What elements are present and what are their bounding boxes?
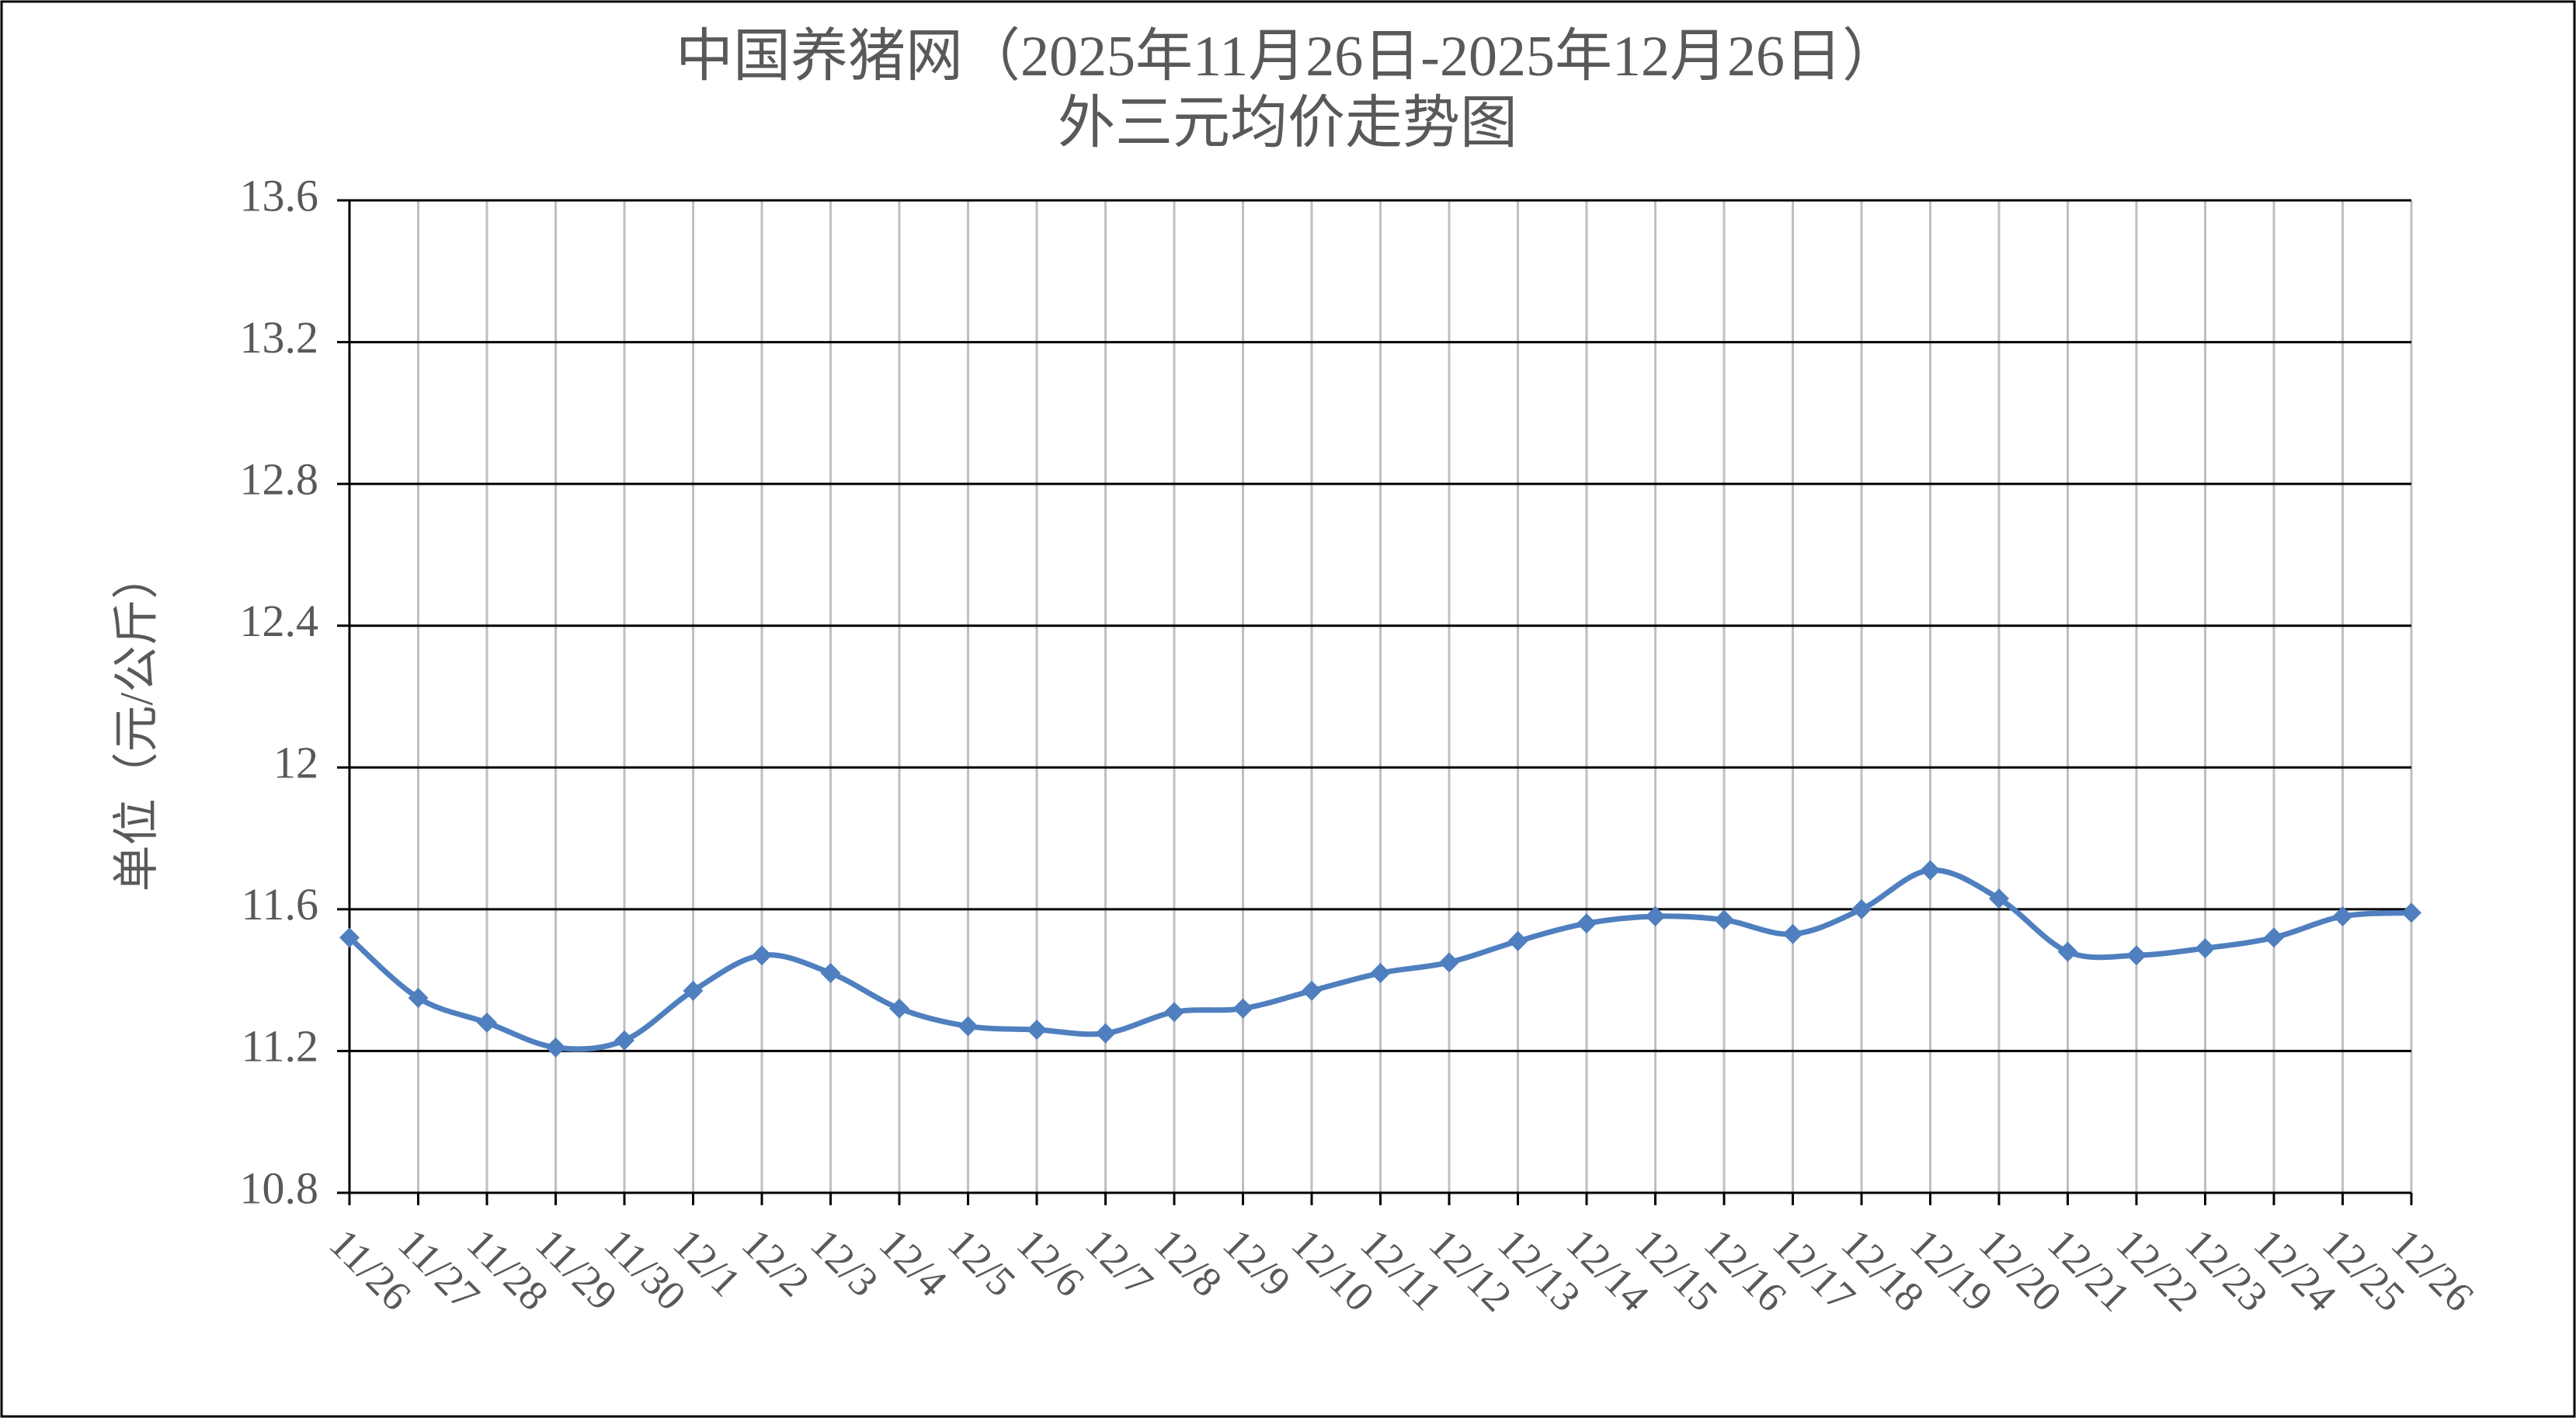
marker: [889, 998, 909, 1019]
marker: [614, 1030, 634, 1051]
y-tick-label: 10.8: [240, 1163, 319, 1213]
marker: [1645, 905, 1666, 926]
marker: [1370, 963, 1391, 984]
marker: [2401, 902, 2421, 923]
marker: [1577, 913, 1597, 934]
marker: [2332, 905, 2353, 926]
marker: [339, 927, 360, 948]
marker: [1851, 898, 1872, 919]
marker: [1714, 909, 1734, 930]
y-tick-label: 12.8: [240, 454, 319, 504]
y-tick-label: 11.2: [242, 1021, 318, 1072]
marker: [2057, 941, 2078, 962]
y-axis-label: 单位（元/公斤）: [111, 553, 162, 892]
marker: [1164, 1002, 1184, 1023]
marker: [1507, 930, 1528, 951]
marker: [1302, 980, 1322, 1001]
y-tick-label: 13.6: [240, 170, 319, 221]
marker: [1027, 1020, 1047, 1041]
marker: [2264, 927, 2284, 948]
marker: [477, 1012, 497, 1033]
marker: [545, 1037, 566, 1058]
marker: [2126, 945, 2147, 966]
marker: [683, 980, 704, 1001]
marker: [1782, 923, 1803, 944]
chart-title: 中国养猪网（2025年11月26日-2025年12月26日）: [676, 25, 1900, 89]
marker: [408, 987, 429, 1008]
marker: [958, 1016, 979, 1037]
chart-title: 外三元均价走势图: [1058, 92, 1517, 155]
marker: [2195, 938, 2216, 959]
marker: [752, 945, 772, 966]
marker: [1920, 860, 1941, 881]
marker: [1439, 952, 1459, 973]
marker: [1989, 888, 2009, 909]
y-tick-label: 11.6: [242, 879, 318, 930]
marker: [1232, 998, 1253, 1019]
y-tick-label: 12: [273, 738, 318, 788]
y-tick-label: 12.4: [240, 596, 319, 646]
marker: [1095, 1023, 1116, 1044]
y-tick-label: 13.2: [240, 312, 319, 363]
marker: [820, 963, 841, 984]
